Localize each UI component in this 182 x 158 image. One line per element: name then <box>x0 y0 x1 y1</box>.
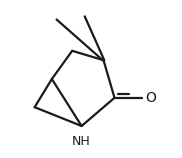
Text: O: O <box>145 91 156 105</box>
Text: NH: NH <box>72 135 91 148</box>
